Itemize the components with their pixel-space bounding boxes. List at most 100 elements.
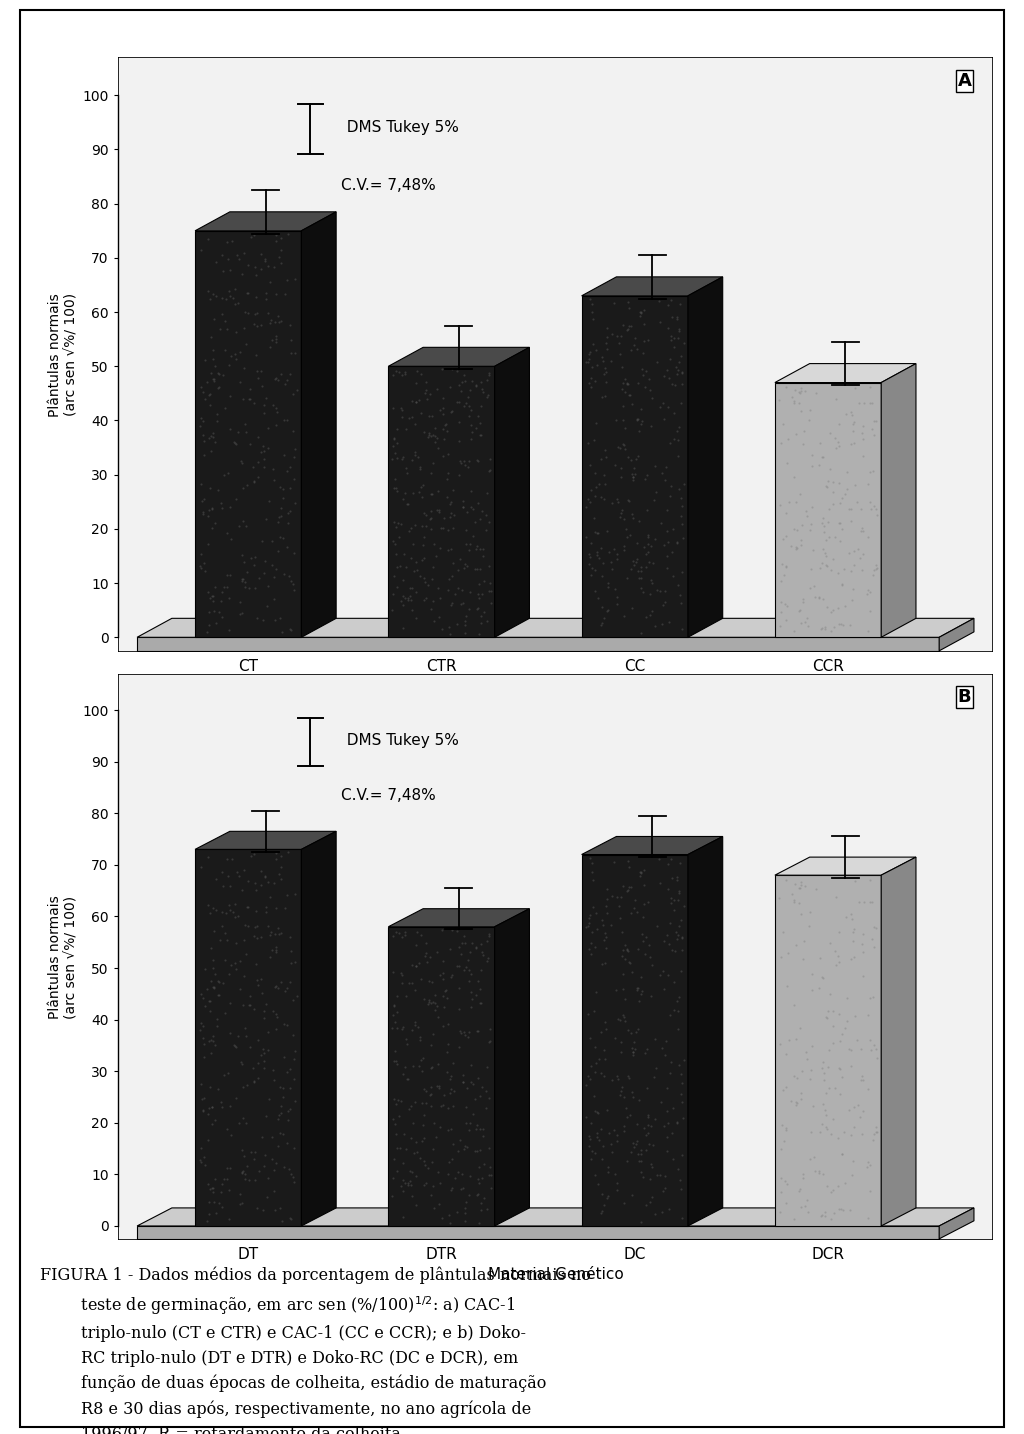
Point [821,1038,838,1061]
Point [241,576,257,599]
Point [268,941,285,964]
Point [238,333,254,356]
Point [470,1167,486,1190]
Point [408,1164,424,1187]
Point [610,490,627,513]
Point [788,1028,805,1051]
Point [675,1107,691,1130]
Point [623,902,639,925]
Point [395,1015,412,1038]
Point [206,975,222,998]
Point [394,399,411,422]
Point [578,525,594,548]
Point [384,582,400,605]
Point [657,579,674,602]
Point [203,424,219,447]
Point [613,356,630,379]
Point [217,338,233,361]
Point [246,1071,262,1094]
Point [217,396,233,419]
Point [395,1063,412,1086]
Point [241,1169,257,1192]
Point [219,929,236,952]
Point [673,344,689,367]
Point [584,921,600,944]
Point [830,951,847,974]
Point [637,376,653,399]
Point [205,975,221,998]
Point [644,386,660,409]
Point [423,598,439,621]
Point [628,1133,644,1156]
Point [464,1073,480,1096]
Point [603,551,620,574]
Point [467,511,483,533]
Point [799,505,815,528]
Point [260,303,276,326]
Point [476,569,493,592]
Point [587,579,603,602]
Point [384,435,400,457]
Point [591,1129,607,1152]
Point [670,999,686,1022]
Point [653,512,670,535]
Point [231,602,248,625]
Point [253,440,269,463]
Point [582,552,598,575]
Point [844,588,860,611]
Point [583,903,599,926]
Point [838,906,854,929]
Point [814,1051,830,1074]
Point [830,945,847,968]
Point [416,525,432,548]
Point [793,482,809,505]
Point [806,575,822,598]
Point [652,579,669,602]
Point [221,384,238,407]
Point [836,1120,852,1143]
Point [431,587,447,609]
Point [434,386,451,409]
Point [413,402,429,424]
Point [611,895,628,918]
Point [211,984,227,1007]
Point [621,297,637,320]
Point [197,488,213,511]
Point [457,1196,473,1219]
Point [796,929,812,952]
Point [282,500,298,523]
Point [451,1035,467,1058]
Point [450,576,466,599]
Point [234,994,251,1017]
Point [775,921,792,944]
Point [423,482,439,505]
Point [457,1202,473,1225]
Point [862,1180,879,1203]
Point [249,303,265,326]
Point [578,915,594,938]
Point [214,498,230,521]
Point [421,422,437,445]
Point [482,447,499,470]
Point [434,358,451,381]
Point [236,1107,252,1130]
Polygon shape [775,383,882,637]
Point [608,1172,625,1195]
Point [394,447,411,470]
Point [802,576,818,599]
Point [455,1176,471,1199]
Point [582,1134,598,1157]
Point [638,542,654,565]
Point [793,1196,809,1219]
Point [867,410,884,433]
Point [225,430,242,453]
Point [822,559,839,582]
Point [451,391,467,414]
Point [846,432,862,455]
Point [638,1124,654,1147]
Point [650,290,667,313]
Point [256,1007,272,1030]
Point [239,473,255,496]
Point [283,341,299,364]
Point [200,532,216,555]
